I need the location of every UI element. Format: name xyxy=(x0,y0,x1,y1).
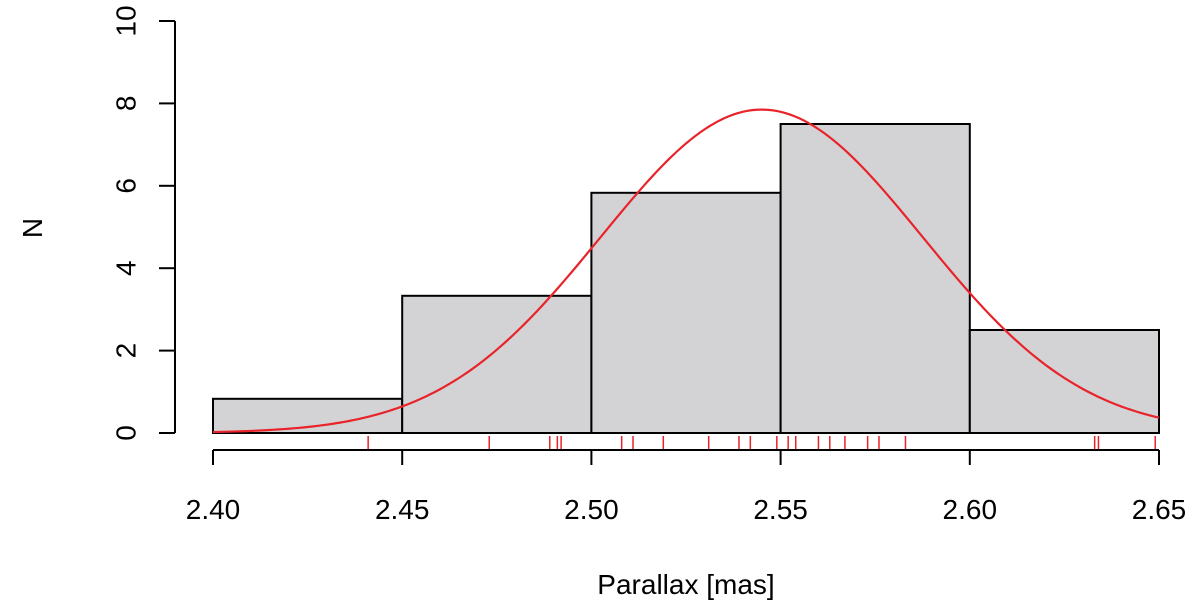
x-tick-label-6: 2.65 xyxy=(1132,494,1187,525)
histogram-bar-3 xyxy=(590,191,782,434)
x-axis-label: Parallax [mas] xyxy=(597,569,774,600)
y-axis: 0 2 4 6 8 10 xyxy=(110,5,176,441)
x-tick-label-3: 2.50 xyxy=(564,494,619,525)
y-tick-label-3: 4 xyxy=(110,260,141,276)
x-axis: 2.40 2.45 2.50 2.55 2.60 2.65 xyxy=(186,449,1187,525)
histogram-bar-5 xyxy=(968,329,1160,434)
y-tick-label-5: 8 xyxy=(110,96,141,112)
y-axis-label: N xyxy=(17,218,48,238)
y-tick-label-1: 0 xyxy=(110,425,141,441)
x-tick-label-1: 2.40 xyxy=(186,494,241,525)
x-tick-label-5: 2.60 xyxy=(943,494,998,525)
y-tick-label-4: 6 xyxy=(110,178,141,194)
x-tick-label-4: 2.55 xyxy=(753,494,808,525)
x-tick-label-2: 2.45 xyxy=(375,494,430,525)
rug-marks xyxy=(367,436,1156,451)
y-tick-label-2: 2 xyxy=(110,343,141,359)
histogram-bars xyxy=(212,123,1160,434)
density-curve-layer xyxy=(212,108,1160,434)
histogram-bar-4 xyxy=(779,123,971,434)
density-curve xyxy=(212,108,1160,434)
histogram-bar-2 xyxy=(401,294,593,434)
y-tick-label-6: 10 xyxy=(110,5,141,36)
